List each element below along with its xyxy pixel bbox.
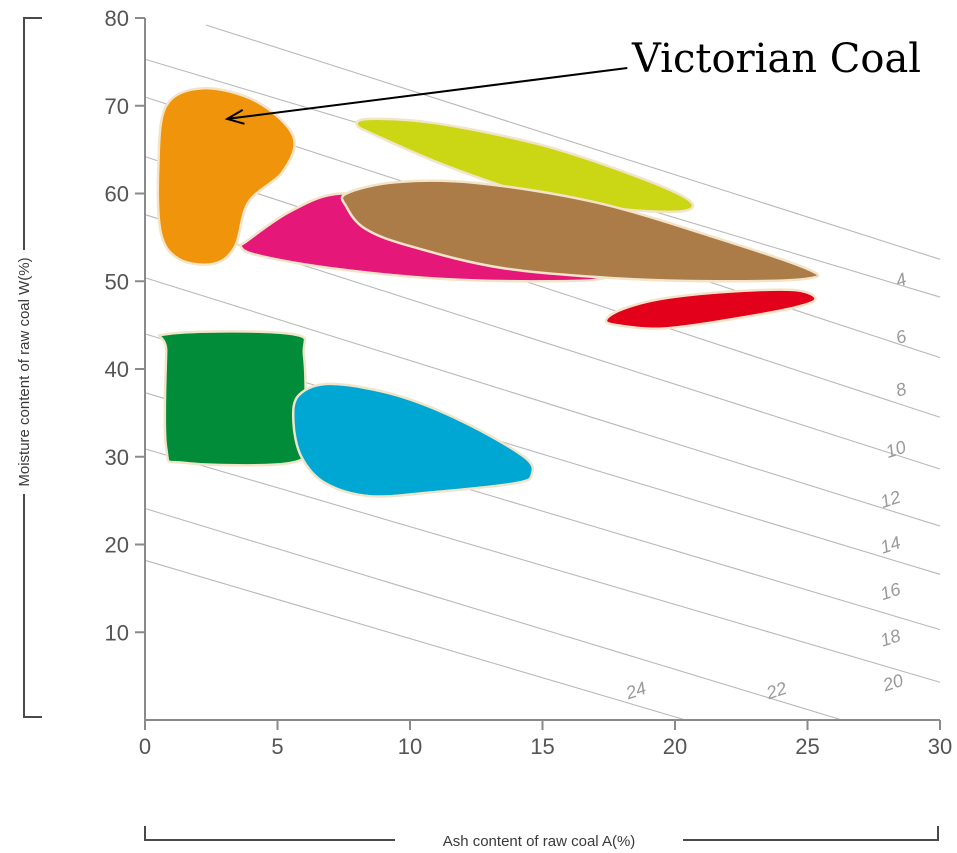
contour-label-8: 8	[893, 379, 909, 401]
contour-label-22: 22	[763, 678, 789, 704]
contour-label-18: 18	[878, 625, 903, 650]
y-tick-label-20: 20	[105, 533, 129, 558]
x-tick-label-0: 0	[139, 734, 151, 759]
x-axis-bracket-left	[144, 826, 395, 841]
contour-line-4	[205, 24, 941, 260]
annotation-arrow	[227, 67, 628, 120]
contour-label-14: 14	[878, 532, 903, 557]
y-tick-label-40: 40	[105, 357, 129, 382]
contour-label-20: 20	[880, 670, 906, 696]
x-tick-label-5: 5	[271, 734, 283, 759]
coal-region-5	[604, 288, 817, 331]
x-axis-bracket-right	[683, 826, 939, 841]
axis-ticks: 0 5 10 15 20 25 30 10 20 30 40 50 60 70 80	[105, 6, 953, 759]
contour-line-14	[144, 277, 941, 527]
x-tick-label-10: 10	[398, 734, 422, 759]
y-tick-label-70: 70	[105, 94, 129, 119]
y-tick-label-10: 10	[105, 620, 129, 645]
contour-line-10	[144, 156, 941, 418]
y-axis-bracket-top	[23, 17, 42, 250]
contour-label-16: 16	[878, 579, 904, 605]
contour-label-24: 24	[622, 678, 648, 704]
coal-region-2	[355, 117, 695, 214]
contour-label-6: 6	[893, 326, 910, 348]
y-axis-bracket-bottom	[23, 494, 42, 718]
x-tick-label-25: 25	[795, 734, 819, 759]
coal-regions	[156, 86, 820, 498]
annotation-arrowhead	[224, 109, 245, 125]
y-tick-label-80: 80	[105, 6, 129, 31]
contour-line-22	[144, 507, 843, 721]
x-tick-label-15: 15	[530, 734, 554, 759]
coal-region-6	[157, 330, 307, 467]
coal-region-1	[156, 86, 296, 266]
coal-region-4	[340, 179, 820, 283]
y-tick-label-60: 60	[105, 182, 129, 207]
y-axis-title: Moisture content of raw coal W(%)	[16, 257, 33, 486]
x-tick-label-20: 20	[663, 734, 687, 759]
x-axis-title: Ash content of raw coal A(%)	[443, 833, 636, 850]
contour-label-4: 4	[893, 269, 909, 291]
y-tick-label-30: 30	[105, 445, 129, 470]
coal-region-7	[291, 382, 535, 498]
contour-line-20	[144, 448, 941, 683]
y-tick-label-50: 50	[105, 269, 129, 294]
contour-line-24	[144, 559, 686, 721]
x-tick-label-30: 30	[928, 734, 952, 759]
annotation-victorian-coal: Victorian Coal	[631, 36, 921, 82]
